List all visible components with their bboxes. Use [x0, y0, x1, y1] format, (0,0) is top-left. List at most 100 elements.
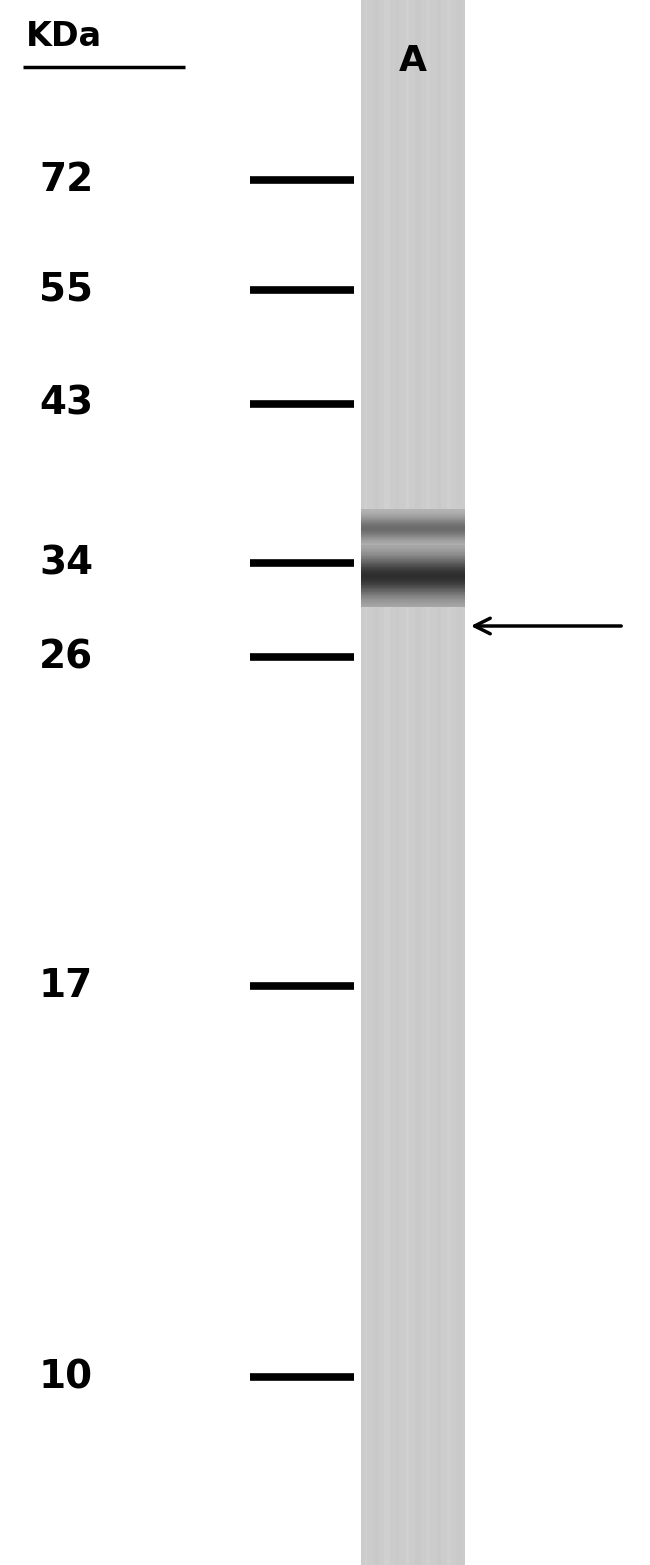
Bar [361, 798, 465, 803]
Bar [361, 1421, 465, 1424]
Bar [361, 1338, 465, 1341]
Bar [361, 196, 465, 200]
Bar [361, 329, 465, 333]
Bar [361, 834, 465, 837]
Bar [361, 908, 465, 911]
Bar [361, 302, 465, 305]
Bar [361, 685, 465, 689]
Bar [361, 865, 465, 869]
Bar [361, 1049, 465, 1053]
Bar [406, 0, 410, 1565]
Bar [361, 446, 465, 451]
Bar [361, 850, 465, 853]
Bar [361, 524, 465, 529]
Bar [361, 579, 465, 584]
Bar [361, 540, 465, 545]
Bar [361, 8, 465, 13]
Bar [361, 736, 465, 740]
Bar [361, 498, 465, 501]
Bar [361, 720, 465, 725]
Bar [361, 99, 465, 102]
Bar [361, 94, 465, 99]
Bar [361, 603, 465, 607]
Bar [361, 1515, 465, 1518]
Bar [361, 1495, 465, 1498]
Bar [361, 732, 465, 736]
Bar [361, 59, 465, 63]
Bar [361, 380, 465, 383]
Bar [361, 1416, 465, 1421]
Bar [361, 1255, 465, 1260]
Bar [361, 263, 465, 266]
Bar [361, 1401, 465, 1405]
Bar [361, 967, 465, 970]
Bar [361, 1213, 465, 1218]
Bar [361, 1408, 465, 1412]
Bar [361, 454, 465, 459]
Bar [361, 1053, 465, 1056]
Bar [361, 1236, 465, 1239]
Bar [361, 1358, 465, 1362]
Bar [361, 1557, 465, 1560]
Bar [361, 102, 465, 106]
Bar [361, 1150, 465, 1155]
Bar [361, 1521, 465, 1526]
Bar [361, 1499, 465, 1502]
Bar [361, 1432, 465, 1437]
Bar [361, 430, 465, 435]
Bar [361, 767, 465, 772]
Bar [361, 1163, 465, 1166]
Bar [361, 383, 465, 388]
Bar [361, 13, 465, 16]
Bar [361, 607, 465, 610]
Bar [361, 106, 465, 110]
Bar [361, 748, 465, 751]
Bar [361, 1424, 465, 1427]
Bar [361, 427, 465, 430]
Bar [361, 1069, 465, 1072]
Bar [361, 219, 465, 224]
Bar [361, 1377, 465, 1380]
Bar [361, 892, 465, 895]
Bar [361, 227, 465, 232]
Bar [361, 1139, 465, 1142]
Bar [361, 477, 465, 482]
Bar [361, 1108, 465, 1111]
Bar [361, 1096, 465, 1099]
Bar [361, 466, 465, 470]
Bar [361, 639, 465, 642]
Bar [361, 482, 465, 485]
Bar [361, 1177, 465, 1182]
Bar [361, 235, 465, 239]
Bar [361, 615, 465, 618]
Bar [361, 282, 465, 286]
Bar [361, 419, 465, 423]
Bar [361, 1468, 465, 1471]
Bar [361, 1271, 465, 1275]
Bar [361, 1302, 465, 1307]
Bar [361, 1103, 465, 1108]
Text: 43: 43 [39, 385, 93, 423]
Bar [361, 1362, 465, 1365]
Bar [361, 31, 465, 36]
Bar [361, 274, 465, 279]
Bar [361, 493, 465, 498]
Bar [361, 623, 465, 626]
Bar [361, 485, 465, 490]
Bar [361, 44, 465, 47]
Bar [361, 1041, 465, 1045]
Bar [361, 188, 465, 192]
Text: 26: 26 [39, 639, 93, 676]
Bar [361, 110, 465, 114]
Bar [361, 1268, 465, 1271]
Bar [361, 900, 465, 905]
Bar [361, 164, 465, 169]
Bar [361, 1343, 465, 1346]
Bar [361, 811, 465, 814]
Bar [361, 521, 465, 524]
Bar [361, 649, 465, 654]
Bar [361, 376, 465, 380]
Bar [361, 618, 465, 623]
Bar [361, 556, 465, 560]
Bar [361, 1124, 465, 1127]
